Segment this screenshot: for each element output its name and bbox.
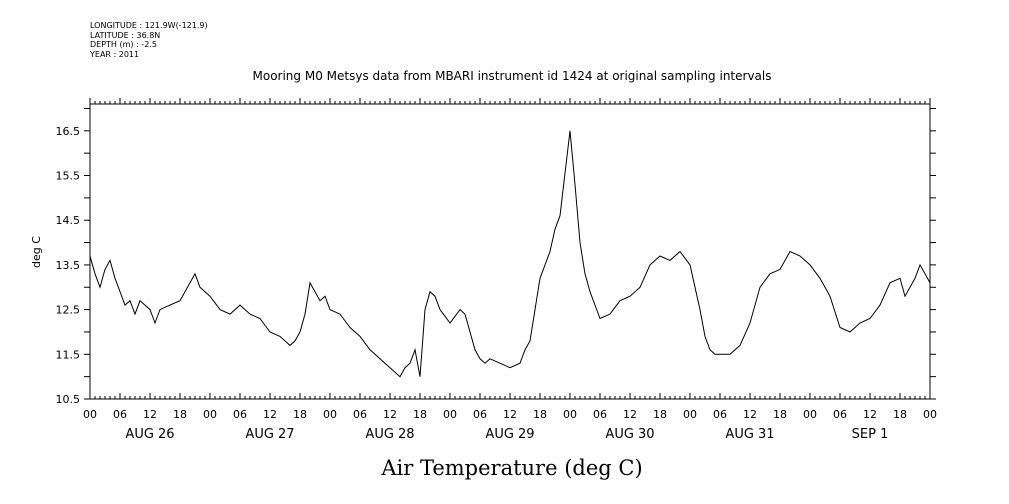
depth-line: DEPTH (m) : -2.5 (90, 40, 157, 49)
x-tick-label: 00 (683, 408, 697, 421)
x-tick-label: 12 (383, 408, 397, 421)
x-tick-label: 18 (893, 408, 907, 421)
temperature-line (89, 130, 931, 378)
x-tick-label: 06 (233, 408, 247, 421)
x-axis-label: Air Temperature (deg C) (380, 456, 642, 480)
metadata-header: LONGITUDE : 121.9W(-121.9) LATITUDE : 36… (90, 21, 208, 59)
x-tick-label: 18 (173, 408, 187, 421)
x-tick-label: 00 (923, 408, 937, 421)
y-tick-label: 16.5 (56, 125, 81, 138)
x-tick-label: 06 (593, 408, 607, 421)
plot-frame (89, 103, 931, 400)
x-tick-label: 00 (443, 408, 457, 421)
y-tick-label: 14.5 (56, 214, 81, 227)
x-tick-label: 00 (83, 408, 97, 421)
y-tick-label: 13.5 (56, 259, 81, 272)
x-tick-label: 06 (833, 408, 847, 421)
day-label: AUG 28 (365, 427, 414, 442)
x-tick-label: 00 (803, 408, 817, 421)
day-label: AUG 30 (605, 427, 654, 442)
x-tick-label: 12 (743, 408, 757, 421)
y-axis: 10.5 11.5 12.5 13.5 14.5 15.5 16.5 (56, 107, 936, 406)
y-tick-label: 11.5 (56, 348, 81, 361)
y-tick-label: 12.5 (56, 304, 81, 317)
day-label: AUG 26 (125, 427, 174, 442)
day-label: AUG 29 (485, 427, 534, 442)
latitude-line: LATITUDE : 36.8N (90, 30, 161, 40)
x-tick-label: 06 (713, 408, 727, 421)
y-tick-label: 10.5 (56, 393, 81, 406)
x-tick-label: 12 (503, 408, 517, 421)
x-tick-label: 12 (623, 408, 637, 421)
longitude-line: LONGITUDE : 121.9W(-121.9) (90, 21, 208, 30)
x-tick-label: 00 (323, 408, 337, 421)
y-tick-label: 15.5 (56, 170, 81, 183)
x-tick-label: 12 (263, 408, 277, 421)
x-tick-label: 06 (473, 408, 487, 421)
chart-title: Mooring M0 Metsys data from MBARI instru… (253, 69, 772, 83)
x-tick-label: 18 (653, 408, 667, 421)
x-tick-label: 18 (533, 408, 547, 421)
day-label: SEP 1 (852, 427, 889, 442)
day-label: AUG 31 (725, 427, 774, 442)
x-tick-label: 00 (563, 408, 577, 421)
x-tick-label: 18 (293, 408, 307, 421)
x-tick-label: 12 (143, 408, 157, 421)
x-tick-label: 12 (863, 408, 877, 421)
x-tick-label: 00 (203, 408, 217, 421)
x-tick-label: 06 (113, 408, 127, 421)
x-tick-label: 06 (353, 408, 367, 421)
day-label: AUG 27 (245, 427, 294, 442)
year-line: YEAR : 2011 (90, 49, 140, 59)
y-axis-label: deg C (30, 236, 43, 268)
x-tick-label: 18 (773, 408, 787, 421)
x-axis: 00 06 12 18 00 06 12 18 00 06 12 18 00 06 12 18 00 06 12 18… (83, 98, 937, 442)
x-tick-label: 18 (413, 408, 427, 421)
